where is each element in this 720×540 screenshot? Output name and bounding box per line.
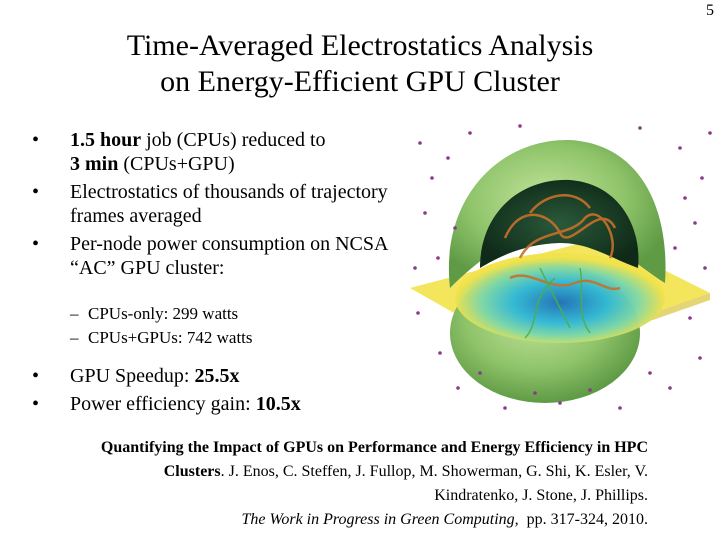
bullet-dot-icon: • (32, 181, 40, 203)
bullet-item: • 1.5 hour job (CPUs) reduced to 3 min (… (28, 128, 408, 176)
sub-bullet-item: – CPUs+GPUs: 742 watts (28, 326, 408, 350)
bullet-bold: 3 min (70, 153, 119, 175)
bullet-text: Power efficiency gain: (70, 393, 256, 415)
title-line-1: Time-Averaged Electrostatics Analysis (126, 29, 594, 62)
citation-pages: pp. 317-324, 2010. (518, 511, 648, 528)
capsid-figure-svg (410, 124, 712, 410)
bullet-dot-icon: • (32, 129, 40, 151)
slide-title: Time-Averaged Electrostatics Analysis on… (0, 28, 720, 100)
ions (413, 124, 712, 410)
citation-authors: . J. Enos, C. Steffen, J. Fullop, M. Sho… (220, 463, 648, 504)
title-line-2: on Energy-Efficient GPU Cluster (160, 65, 560, 98)
bullet-text: job (CPUs) reduced to (141, 129, 326, 151)
bullet-bold: 1.5 hour (70, 129, 142, 151)
dash-icon: – (70, 304, 79, 323)
slide-number: 5 (706, 2, 714, 19)
bullet-list: • 1.5 hour job (CPUs) reduced to 3 min (… (28, 128, 408, 420)
bullet-item: • GPU Speedup: 25.5x (28, 364, 408, 388)
bullet-text: Per-node power consumption on NCSA “AC” … (70, 233, 388, 279)
bullet-text: Electrostatics of thousands of trajector… (70, 181, 388, 227)
bullet-text: GPU Speedup: (70, 365, 195, 387)
protein-strands (524, 267, 591, 339)
bullet-dot-icon: • (32, 393, 40, 415)
electrostatic-field (455, 253, 665, 343)
sub-bullet-text: CPUs-only: 299 watts (88, 304, 239, 323)
sub-bullet-item: – CPUs-only: 299 watts (28, 302, 408, 326)
virus-capsid-electrostatics-image (410, 118, 715, 418)
bullet-item: • Per-node power consumption on NCSA “AC… (28, 232, 408, 280)
citation-venue: The Work in Progress in Green Computing, (241, 511, 519, 528)
bullet-bold: 25.5x (194, 365, 240, 387)
bullet-text: (CPUs+GPU) (118, 153, 235, 175)
bullet-dot-icon: • (32, 365, 40, 387)
bullet-dot-icon: • (32, 233, 40, 255)
bullet-bold: 10.5x (255, 393, 301, 415)
citation-title: Quantifying the Impact of GPUs on Perfor… (100, 439, 648, 480)
capsid-interior (480, 179, 639, 268)
rna-strands (503, 194, 621, 291)
sub-bullet-text: CPUs+GPUs: 742 watts (88, 328, 253, 347)
citation: Quantifying the Impact of GPUs on Perfor… (88, 436, 648, 532)
bullet-item: • Electrostatics of thousands of traject… (28, 180, 408, 228)
bullet-item: • Power efficiency gain: 10.5x (28, 392, 408, 416)
dash-icon: – (70, 328, 79, 347)
